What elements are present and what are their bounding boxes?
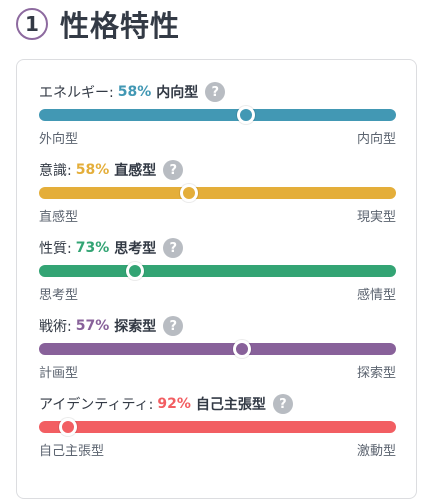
trait-left-label: 外向型 (39, 132, 79, 147)
trait-left-label: 計画型 (39, 366, 79, 381)
trait-bar (39, 340, 396, 358)
trait-left-label: 自己主張型 (39, 444, 105, 459)
trait-percent: 73% (75, 240, 110, 256)
trait-tactics: 戦術: 57% 探索型 ? 計画型 探索型 (39, 315, 396, 381)
trait-left-label: 思考型 (39, 288, 79, 303)
trait-right-label: 探索型 (356, 366, 396, 381)
trait-bar (39, 184, 396, 202)
trait-marker (58, 418, 77, 436)
trait-bar (39, 106, 396, 124)
help-icon[interactable]: ? (163, 238, 184, 258)
trait-bar (39, 262, 396, 280)
trait-type: 内向型 (156, 85, 199, 101)
trait-name: 戦術: (39, 319, 72, 335)
section-number-badge: 1 (16, 8, 48, 40)
trait-marker (179, 184, 198, 202)
trait-name: 性質: (39, 241, 72, 257)
section-title: 性格特性 (60, 9, 181, 43)
trait-type: 探索型 (114, 319, 157, 335)
trait-identity: アイデンティティ: 92% 自己主張型 ? 自己主張型 激動型 (39, 393, 396, 459)
trait-marker (237, 106, 256, 124)
trait-mind: 意識: 58% 直感型 ? 直感型 現実型 (39, 159, 396, 225)
trait-right-label: 現実型 (356, 210, 396, 225)
trait-right-label: 内向型 (356, 132, 396, 147)
trait-marker (126, 262, 145, 280)
trait-name: アイデンティティ: (39, 397, 154, 413)
trait-bar (39, 418, 396, 436)
trait-right-label: 激動型 (356, 444, 396, 459)
trait-name: 意識: (39, 163, 72, 179)
trait-name: エネルギー: (39, 85, 114, 101)
trait-energy: エネルギー: 58% 内向型 ? 外向型 内向型 (39, 81, 396, 147)
trait-type: 直感型 (114, 163, 157, 179)
trait-type: 自己主張型 (195, 397, 266, 413)
help-icon[interactable]: ? (205, 82, 226, 102)
help-icon[interactable]: ? (163, 160, 184, 180)
trait-nature: 性質: 73% 思考型 ? 思考型 感情型 (39, 237, 396, 303)
traits-card: エネルギー: 58% 内向型 ? 外向型 内向型 意識: 58% 直感型 ? 直… (16, 59, 417, 499)
trait-left-label: 直感型 (39, 210, 79, 225)
trait-percent: 57% (75, 318, 110, 334)
trait-marker (233, 340, 252, 358)
trait-right-label: 感情型 (356, 288, 396, 303)
help-icon[interactable]: ? (272, 394, 293, 414)
trait-type: 思考型 (114, 241, 157, 257)
help-icon[interactable]: ? (163, 316, 184, 336)
trait-percent: 92% (157, 396, 191, 412)
trait-percent: 58% (117, 84, 152, 100)
section-header: 1 性格特性 (16, 4, 180, 44)
trait-percent: 58% (75, 162, 110, 178)
